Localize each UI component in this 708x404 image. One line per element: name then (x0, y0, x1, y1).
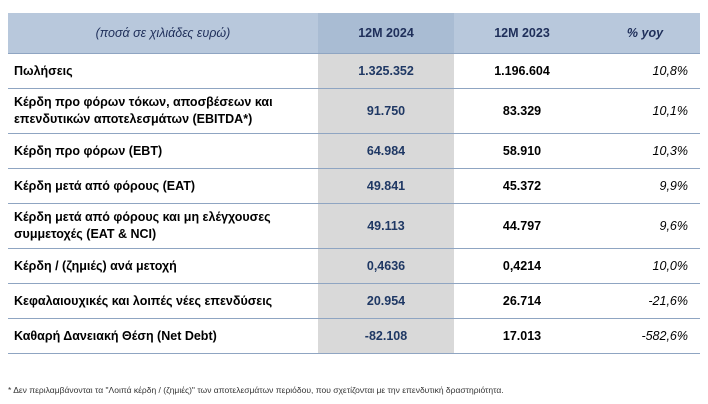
row-label: Κεφαλαιουχικές και λοιπές νέες επενδύσει… (8, 283, 318, 319)
table-row: Κέρδη προ φόρων τόκων, αποσβέσεων και επ… (8, 88, 700, 134)
previous-value: 58.910 (454, 133, 590, 169)
current-value: -82.108 (318, 318, 454, 354)
current-value: 20.954 (318, 283, 454, 319)
table-row: Καθαρή Δανειακή Θέση (Net Debt) -82.108 … (8, 318, 700, 354)
table-row: Πωλήσεις 1.325.352 1.196.604 10,8% (8, 53, 700, 89)
current-value: 64.984 (318, 133, 454, 169)
current-value: 0,4636 (318, 248, 454, 284)
current-value: 49.841 (318, 168, 454, 204)
yoy-value: 10,8% (590, 53, 700, 89)
table-row: Κέρδη μετά από φόρους και μη ελέγχουσες … (8, 203, 700, 249)
table-header-row: (ποσά σε χιλιάδες ευρώ) 12M 2024 12M 202… (8, 13, 700, 54)
yoy-value: 10,3% (590, 133, 700, 169)
current-value: 91.750 (318, 88, 454, 134)
table-row: Κέρδη μετά από φόρους (EAT) 49.841 45.37… (8, 168, 700, 204)
row-label: Καθαρή Δανειακή Θέση (Net Debt) (8, 318, 318, 354)
yoy-value: 10,1% (590, 88, 700, 134)
previous-value: 0,4214 (454, 248, 590, 284)
row-label: Κέρδη μετά από φόρους (EAT) (8, 168, 318, 204)
header-previous-period: 12M 2023 (454, 13, 590, 54)
table-row: Κεφαλαιουχικές και λοιπές νέες επενδύσει… (8, 283, 700, 319)
row-label: Πωλήσεις (8, 53, 318, 89)
row-label: Κέρδη προ φόρων (EBT) (8, 133, 318, 169)
previous-value: 26.714 (454, 283, 590, 319)
previous-value: 17.013 (454, 318, 590, 354)
table-row: Κέρδη προ φόρων (EBT) 64.984 58.910 10,3… (8, 133, 700, 169)
header-yoy-change: % yoy (590, 13, 700, 54)
previous-value: 1.196.604 (454, 53, 590, 89)
yoy-value: -21,6% (590, 283, 700, 319)
current-value: 49.113 (318, 203, 454, 249)
financial-results-table: (ποσά σε χιλιάδες ευρώ) 12M 2024 12M 202… (8, 13, 700, 354)
table-row: Κέρδη / (ζημιές) ανά μετοχή 0,4636 0,421… (8, 248, 700, 284)
yoy-value: -582,6% (590, 318, 700, 354)
previous-value: 45.372 (454, 168, 590, 204)
header-current-period: 12M 2024 (318, 13, 454, 54)
yoy-value: 10,0% (590, 248, 700, 284)
row-label: Κέρδη προ φόρων τόκων, αποσβέσεων και επ… (8, 88, 318, 134)
previous-value: 44.797 (454, 203, 590, 249)
footnote: * Δεν περιλαμβάνονται τα "Λοιπά κέρδη / … (8, 385, 504, 395)
previous-value: 83.329 (454, 88, 590, 134)
current-value: 1.325.352 (318, 53, 454, 89)
row-label: Κέρδη / (ζημιές) ανά μετοχή (8, 248, 318, 284)
yoy-value: 9,9% (590, 168, 700, 204)
row-label: Κέρδη μετά από φόρους και μη ελέγχουσες … (8, 203, 318, 249)
header-units-label: (ποσά σε χιλιάδες ευρώ) (8, 13, 318, 54)
yoy-value: 9,6% (590, 203, 700, 249)
